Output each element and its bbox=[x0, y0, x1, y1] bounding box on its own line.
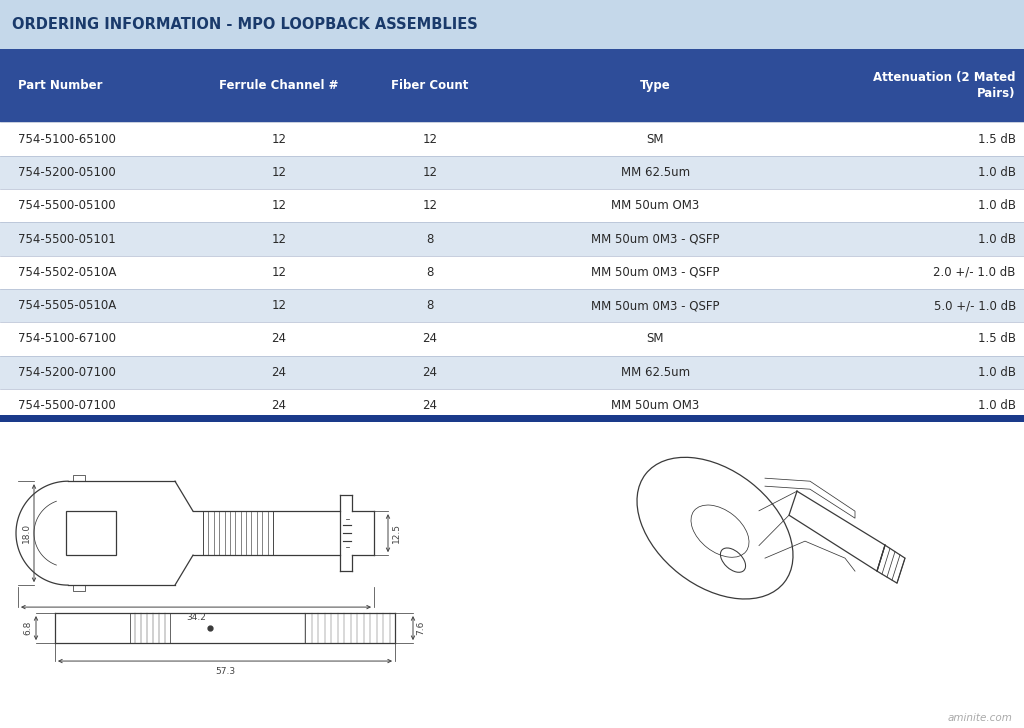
FancyBboxPatch shape bbox=[0, 156, 1024, 189]
FancyBboxPatch shape bbox=[0, 256, 1024, 289]
Text: Ferrule Channel #: Ferrule Channel # bbox=[219, 79, 339, 92]
Text: 754-5502-0510A: 754-5502-0510A bbox=[18, 266, 117, 279]
FancyBboxPatch shape bbox=[0, 415, 1024, 422]
FancyBboxPatch shape bbox=[0, 222, 1024, 256]
FancyBboxPatch shape bbox=[0, 355, 1024, 389]
Text: 754-5505-0510A: 754-5505-0510A bbox=[18, 299, 117, 312]
Text: aminite.com: aminite.com bbox=[947, 713, 1012, 723]
Text: 12: 12 bbox=[271, 299, 287, 312]
Text: 24: 24 bbox=[271, 333, 287, 346]
Bar bbox=[73, 475, 85, 481]
Text: 12: 12 bbox=[423, 132, 437, 146]
Text: 12: 12 bbox=[423, 166, 437, 179]
Text: 1.5 dB: 1.5 dB bbox=[978, 132, 1016, 146]
Text: 34.2: 34.2 bbox=[186, 613, 206, 622]
Text: 1.5 dB: 1.5 dB bbox=[978, 333, 1016, 346]
Text: MM 50um 0M3 - QSFP: MM 50um 0M3 - QSFP bbox=[591, 299, 720, 312]
Text: SM: SM bbox=[646, 132, 665, 146]
FancyBboxPatch shape bbox=[0, 122, 1024, 156]
Text: 8: 8 bbox=[426, 266, 434, 279]
Text: 57.3: 57.3 bbox=[215, 667, 236, 676]
Text: 1.0 dB: 1.0 dB bbox=[978, 232, 1016, 245]
Text: MM 50um 0M3 - QSFP: MM 50um 0M3 - QSFP bbox=[591, 232, 720, 245]
Text: 2.0 +/- 1.0 dB: 2.0 +/- 1.0 dB bbox=[934, 266, 1016, 279]
Text: 12: 12 bbox=[271, 166, 287, 179]
Text: MM 50um OM3: MM 50um OM3 bbox=[611, 399, 699, 412]
Text: 754-5500-05101: 754-5500-05101 bbox=[18, 232, 116, 245]
Text: 7.6: 7.6 bbox=[417, 621, 426, 636]
FancyBboxPatch shape bbox=[0, 49, 1024, 122]
Bar bbox=[66, 511, 116, 555]
Text: 24: 24 bbox=[423, 365, 437, 379]
Text: 1.0 dB: 1.0 dB bbox=[978, 399, 1016, 412]
Text: 12: 12 bbox=[271, 132, 287, 146]
Text: 8: 8 bbox=[426, 299, 434, 312]
Text: 1.0 dB: 1.0 dB bbox=[978, 166, 1016, 179]
Text: 754-5200-05100: 754-5200-05100 bbox=[18, 166, 116, 179]
Text: MM 50um OM3: MM 50um OM3 bbox=[611, 199, 699, 213]
Text: 24: 24 bbox=[423, 333, 437, 346]
Text: 24: 24 bbox=[423, 399, 437, 412]
FancyBboxPatch shape bbox=[0, 0, 1024, 49]
Text: 12: 12 bbox=[423, 199, 437, 213]
Text: MM 62.5um: MM 62.5um bbox=[621, 365, 690, 379]
Text: 12: 12 bbox=[271, 232, 287, 245]
Text: 18.0: 18.0 bbox=[22, 523, 31, 543]
Text: 12: 12 bbox=[271, 199, 287, 213]
Text: 754-5500-07100: 754-5500-07100 bbox=[18, 399, 116, 412]
Text: MM 62.5um: MM 62.5um bbox=[621, 166, 690, 179]
Text: MM 50um 0M3 - QSFP: MM 50um 0M3 - QSFP bbox=[591, 266, 720, 279]
Text: 754-5100-65100: 754-5100-65100 bbox=[18, 132, 117, 146]
Text: 754-5500-05100: 754-5500-05100 bbox=[18, 199, 116, 213]
Text: 24: 24 bbox=[271, 365, 287, 379]
Text: 6.8: 6.8 bbox=[24, 621, 33, 636]
Text: 754-5200-07100: 754-5200-07100 bbox=[18, 365, 117, 379]
Text: 1.0 dB: 1.0 dB bbox=[978, 365, 1016, 379]
Text: Type: Type bbox=[640, 79, 671, 92]
Bar bbox=[73, 585, 85, 591]
Text: 1.0 dB: 1.0 dB bbox=[978, 199, 1016, 213]
FancyBboxPatch shape bbox=[0, 189, 1024, 222]
Text: 12: 12 bbox=[271, 266, 287, 279]
Text: ORDERING INFORMATION - MPO LOOPBACK ASSEMBLIES: ORDERING INFORMATION - MPO LOOPBACK ASSE… bbox=[12, 17, 478, 32]
Text: SM: SM bbox=[646, 333, 665, 346]
Text: Attenuation (2 Mated
Pairs): Attenuation (2 Mated Pairs) bbox=[873, 71, 1016, 100]
Text: 12.5: 12.5 bbox=[391, 523, 400, 543]
Text: Part Number: Part Number bbox=[18, 79, 103, 92]
Text: Fiber Count: Fiber Count bbox=[391, 79, 469, 92]
Text: 24: 24 bbox=[271, 399, 287, 412]
Text: 5.0 +/- 1.0 dB: 5.0 +/- 1.0 dB bbox=[934, 299, 1016, 312]
Text: 8: 8 bbox=[426, 232, 434, 245]
Text: 754-5100-67100: 754-5100-67100 bbox=[18, 333, 117, 346]
FancyBboxPatch shape bbox=[0, 323, 1024, 355]
FancyBboxPatch shape bbox=[0, 389, 1024, 422]
FancyBboxPatch shape bbox=[0, 289, 1024, 323]
